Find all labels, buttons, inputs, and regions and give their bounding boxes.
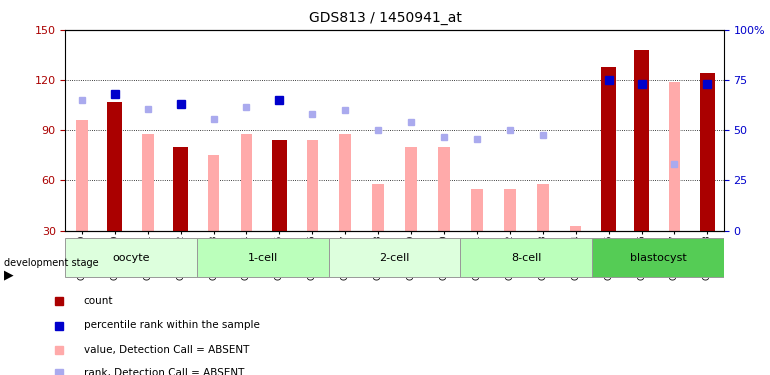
Bar [76, 120, 88, 231]
Bar [601, 67, 616, 231]
Text: oocyte: oocyte [112, 253, 150, 263]
Text: value, Detection Call = ABSENT: value, Detection Call = ABSENT [83, 345, 249, 355]
Bar [504, 189, 516, 231]
Bar [65, 238, 197, 277]
Bar [471, 189, 483, 231]
Bar [592, 238, 724, 277]
Text: blastocyst: blastocyst [630, 253, 686, 263]
Text: ▶: ▶ [4, 268, 13, 281]
Bar [537, 184, 548, 231]
Bar [142, 134, 153, 231]
Bar [700, 74, 715, 231]
Bar [306, 140, 318, 231]
Bar [570, 226, 581, 231]
Bar [405, 147, 417, 231]
Bar [329, 238, 460, 277]
Bar [373, 184, 384, 231]
Text: development stage: development stage [4, 258, 99, 267]
Bar [173, 147, 188, 231]
Text: GDS813 / 1450941_at: GDS813 / 1450941_at [309, 11, 461, 25]
Text: 8-cell: 8-cell [511, 253, 541, 263]
Text: rank, Detection Call = ABSENT: rank, Detection Call = ABSENT [83, 368, 244, 375]
Text: percentile rank within the sample: percentile rank within the sample [83, 321, 259, 330]
Bar [668, 82, 680, 231]
Bar [108, 102, 122, 231]
Bar [460, 238, 592, 277]
Text: count: count [83, 296, 113, 306]
Text: 2-cell: 2-cell [380, 253, 410, 263]
Text: 1-cell: 1-cell [248, 253, 278, 263]
Bar [208, 155, 219, 231]
Bar [438, 147, 450, 231]
Bar [272, 140, 286, 231]
Bar [197, 238, 329, 277]
Bar [241, 134, 253, 231]
Bar [340, 134, 351, 231]
Bar [634, 50, 649, 231]
